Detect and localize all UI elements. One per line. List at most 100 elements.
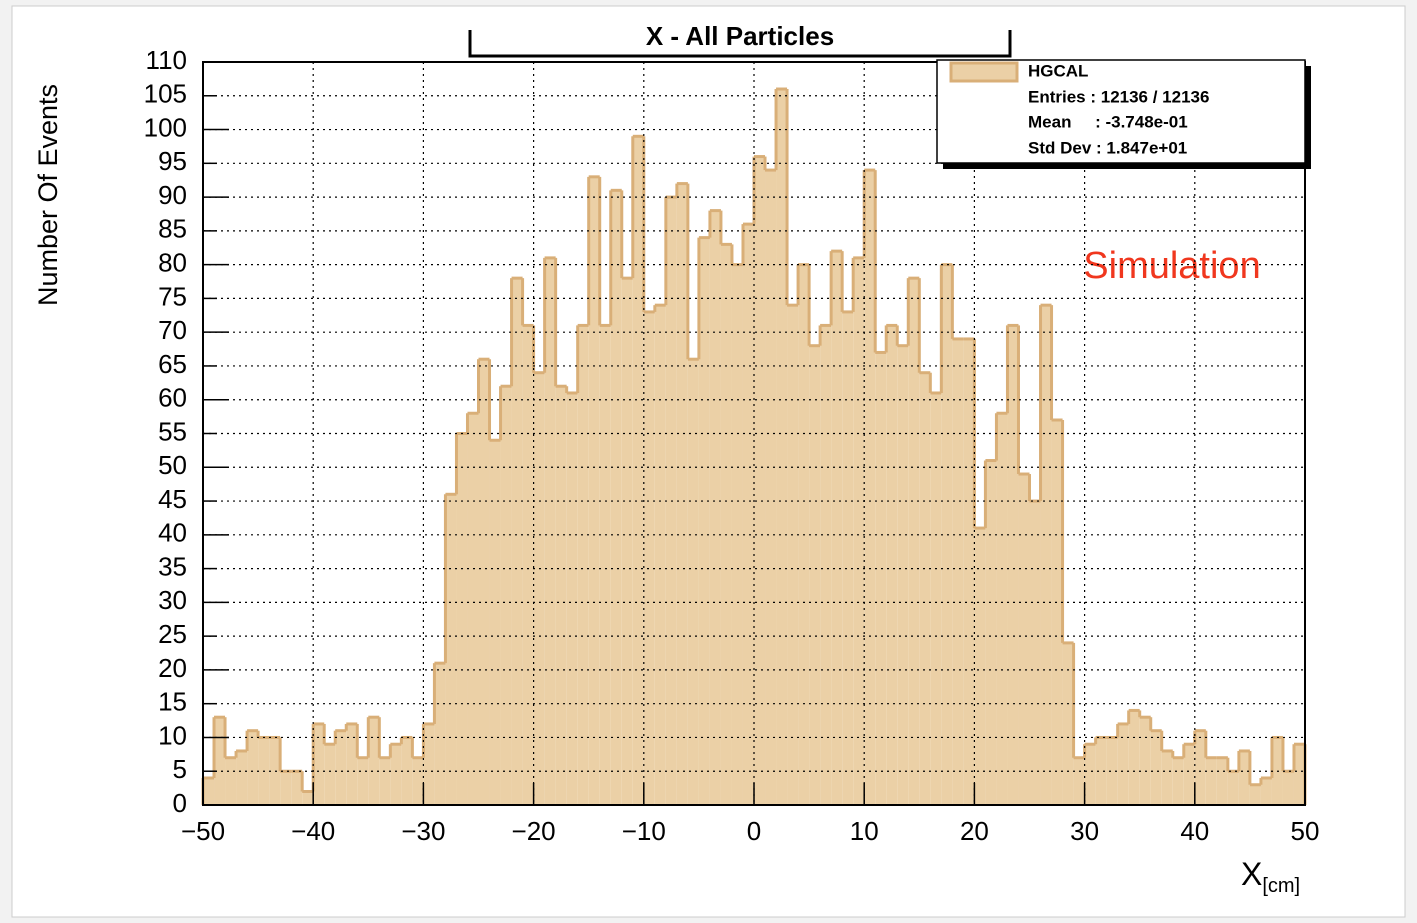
y-tick-label: 25 [158, 619, 187, 649]
bar [500, 386, 512, 805]
bar [654, 305, 666, 805]
bar [1062, 642, 1074, 805]
bar [1051, 419, 1063, 805]
bar [1073, 757, 1085, 805]
y-tick-label: 45 [158, 484, 187, 514]
y-tick-label: 15 [158, 687, 187, 717]
x-tick-label: 10 [850, 816, 879, 846]
bar [555, 386, 567, 805]
bar [401, 737, 413, 805]
x-tick-label: −30 [401, 816, 445, 846]
y-tick-label: 105 [144, 79, 187, 109]
x-tick-label: −40 [291, 816, 335, 846]
bar [1029, 501, 1041, 805]
y-tick-label: 55 [158, 416, 187, 446]
x-tick-label: −50 [181, 816, 225, 846]
bar [412, 757, 424, 805]
bar [269, 737, 281, 805]
annotation: Simulation [1083, 245, 1260, 287]
bar [225, 757, 237, 805]
bar [963, 338, 975, 805]
bar [1007, 325, 1019, 805]
bar [754, 156, 766, 806]
legend-stat: Mean : -3.748e-01 [1028, 112, 1188, 131]
bar [1282, 771, 1294, 805]
y-tick-label: 85 [158, 214, 187, 244]
bar [203, 777, 215, 805]
x-tick-label: 0 [747, 816, 761, 846]
bar [1117, 723, 1129, 805]
x-tick-label: −10 [622, 816, 666, 846]
bar [765, 170, 777, 805]
bar [632, 136, 644, 806]
y-tick-label: 80 [158, 248, 187, 278]
bar [1139, 717, 1151, 805]
bar [1205, 757, 1217, 805]
y-tick-label: 75 [158, 281, 187, 311]
bar [357, 757, 369, 805]
bar [886, 325, 898, 805]
y-tick-label: 90 [158, 180, 187, 210]
bar [456, 433, 468, 805]
bar [291, 771, 303, 805]
y-tick-label: 20 [158, 653, 187, 683]
y-tick-label: 35 [158, 551, 187, 581]
bar [1018, 474, 1030, 805]
bar [698, 237, 710, 806]
bar [599, 325, 611, 805]
y-tick-label: 0 [173, 788, 187, 818]
y-tick-label: 5 [173, 754, 187, 784]
bar [941, 264, 953, 805]
bar [434, 663, 446, 805]
bar [908, 278, 920, 805]
bar [280, 771, 292, 805]
bar [236, 750, 248, 805]
bar [897, 345, 909, 805]
chart-title: X - All Particles [646, 21, 834, 51]
x-axis-label: X[cm] [1241, 856, 1300, 897]
bar [643, 311, 655, 805]
bar [831, 251, 843, 806]
bar [1172, 757, 1184, 805]
bar [742, 224, 754, 806]
bar [1260, 777, 1272, 805]
bar [577, 325, 589, 805]
bar [302, 791, 314, 805]
bar [853, 257, 865, 805]
bar [787, 305, 799, 805]
y-tick-label: 65 [158, 349, 187, 379]
bar [930, 392, 942, 805]
bar [809, 345, 821, 805]
bar [379, 757, 391, 805]
bar [247, 730, 259, 805]
bar [610, 190, 622, 805]
bar [544, 257, 556, 805]
bar [346, 723, 358, 805]
bar [1293, 744, 1305, 805]
bar [478, 359, 490, 805]
bar [720, 244, 732, 805]
bar [1084, 744, 1096, 805]
y-axis-label: Number Of Events [33, 84, 63, 306]
bar [985, 460, 997, 805]
bar [842, 311, 854, 805]
bar [423, 723, 435, 805]
legend-stat: Std Dev : 1.847e+01 [1028, 138, 1187, 157]
bar [919, 372, 931, 805]
bar [467, 413, 479, 805]
bar [974, 528, 986, 805]
bar [875, 352, 887, 805]
x-label-main: X [1241, 856, 1262, 892]
y-tick-label: 10 [158, 720, 187, 750]
bar [1095, 737, 1107, 805]
bar [313, 723, 325, 805]
y-tick-label: 95 [158, 146, 187, 176]
y-tick-label: 60 [158, 383, 187, 413]
bar [489, 440, 501, 805]
bar [1238, 750, 1250, 805]
bar [390, 744, 402, 805]
bar [1249, 784, 1261, 805]
bar [1128, 710, 1140, 805]
bar [214, 717, 226, 805]
